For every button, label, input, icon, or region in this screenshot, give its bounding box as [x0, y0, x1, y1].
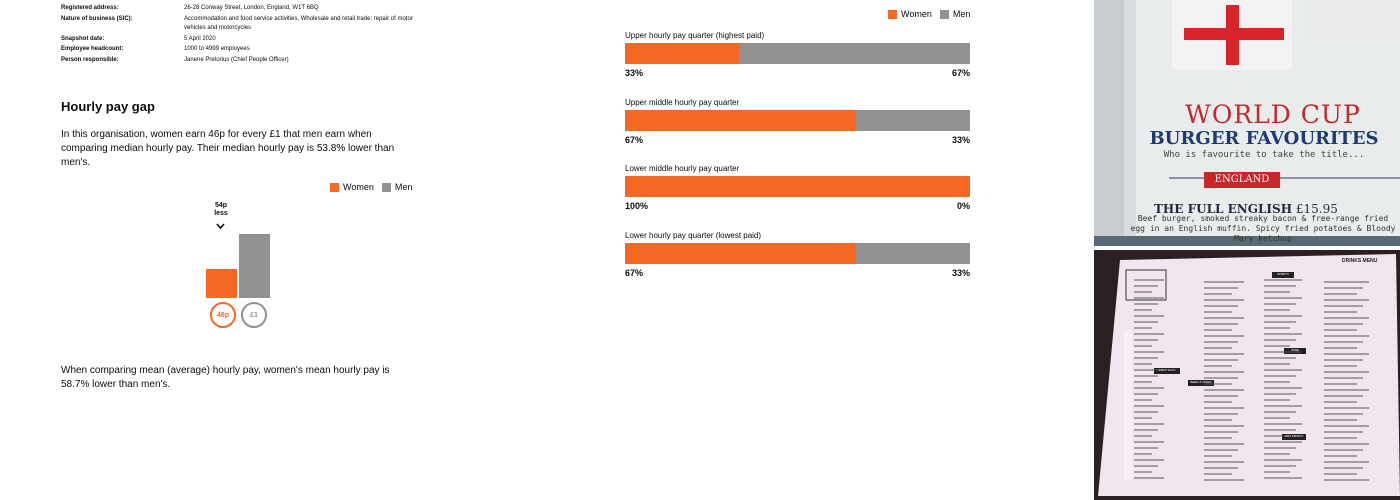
drinks-menu-lines — [1134, 279, 1369, 481]
detail-value: 26-28 Conway Street, London, England, W1… — [184, 5, 319, 11]
gap-annotation-word: less — [214, 210, 228, 217]
menu-backdrop — [1094, 0, 1400, 246]
drinks-section-hot: HOT DRINKS — [1284, 434, 1304, 438]
quarter-women-percent: 100% — [625, 201, 649, 211]
quarter-men-percent: 0% — [956, 201, 970, 211]
legend-men-label: Men — [952, 9, 971, 19]
detail-label: Nature of business (SIC): — [61, 16, 133, 22]
burger-menu-photo: WORLD CUP BURGER FAVOURITES Who is favou… — [1094, 0, 1400, 246]
quarter-bar-women — [625, 43, 739, 64]
gap-chart-legend: Women Men — [330, 182, 412, 192]
men-pay-circle: £1 — [241, 302, 267, 328]
hourly-pay-gap-heading: Hourly pay gap — [61, 99, 155, 114]
menu-item-row: THE FULL ENGLISH £15.95 — [1154, 202, 1338, 216]
quarter-bar-men — [625, 43, 970, 64]
gap-annotation-amount: 54p — [214, 202, 228, 209]
drinks-menu-photo: DRINKS MENU SPIRITS BEER & CIDER WINE HO… — [1094, 250, 1400, 500]
women-swatch — [888, 9, 897, 19]
detail-value: 1000 to 4999 employees — [184, 46, 250, 52]
menu-item-name: THE FULL ENGLISH — [1154, 202, 1293, 216]
menu-item-price: £15.95 — [1295, 202, 1338, 216]
quarter-bar-men — [625, 110, 970, 131]
detail-value: Janene Pretorius (Chief People Officer) — [184, 57, 289, 63]
pay-gap-panel: Registered address: 26-28 Conway Street,… — [0, 0, 600, 500]
men-pay-bar — [239, 234, 270, 298]
quarter-women-percent: 33% — [625, 68, 644, 78]
detail-value: 5 April 2020 — [184, 36, 216, 42]
quarter-men-percent: 33% — [951, 268, 970, 278]
drinks-menu-sheet — [1094, 250, 1400, 500]
england-badge: ENGLAND — [1204, 172, 1280, 188]
quarters-legend: Women Men — [888, 9, 970, 19]
drinks-section-wine: WINE — [1291, 348, 1299, 352]
women-swatch — [330, 182, 339, 192]
quarter-bar-men — [625, 243, 970, 264]
quarter-women-percent: 67% — [625, 268, 644, 278]
menu-title: WORLD CUP — [1185, 100, 1361, 129]
quarter-bar-men — [625, 176, 970, 197]
legend-women-label: Women — [901, 9, 932, 19]
quarter-men-percent: 33% — [951, 135, 970, 145]
drinks-section-beer: BEER & CIDER — [1190, 380, 1212, 384]
detail-value: Accommodation and food service activitie… — [184, 16, 413, 31]
quarter-men-percent: 67% — [951, 68, 970, 78]
chevron-down-icon — [216, 223, 225, 230]
detail-label: Employee headcount: — [61, 46, 124, 52]
quarter-bar-women — [625, 176, 970, 197]
quarter-label: Lower hourly pay quarter (lowest paid) — [625, 231, 762, 240]
menu-tagline: Who is favourite to take the title... — [1163, 150, 1365, 160]
legend-men-label: Men — [394, 182, 413, 192]
detail-label: Snapshot date: — [61, 36, 105, 42]
quarter-label: Upper hourly pay quarter (highest paid) — [625, 31, 765, 40]
quarter-bar-women — [625, 243, 857, 264]
quarter-label: Upper middle hourly pay quarter — [625, 98, 740, 107]
median-pay-text: In this organisation, women earn 46p for… — [61, 129, 395, 168]
men-swatch — [381, 182, 391, 192]
pay-quarters-panel: Women Men — [600, 0, 1093, 500]
drinks-section-cocktails: COCKTAILS — [1158, 368, 1176, 372]
quarter-women-percent: 67% — [625, 135, 644, 145]
menu-item-description: Beef burger, smoked streaky bacon & free… — [1130, 214, 1396, 243]
drinks-menu-header: DRINKS MENU — [1342, 258, 1378, 264]
detail-label: Person responsible: — [61, 57, 119, 63]
quarter-label: Lower middle hourly pay quarter — [625, 164, 740, 173]
legend-women-label: Women — [343, 182, 374, 192]
detail-label: Registered address: — [61, 5, 119, 11]
mean-pay-text: When comparing mean (average) hourly pay… — [61, 365, 390, 390]
quarter-bar-women — [625, 110, 857, 131]
women-pay-circle: 46p — [210, 302, 236, 328]
women-pay-bar — [206, 269, 237, 298]
gap-annotation: 54p less — [208, 202, 234, 218]
menu-subtitle: BURGER FAVOURITES — [1149, 128, 1379, 149]
men-swatch — [939, 9, 949, 19]
drinks-section-spirits: SPIRITS — [1277, 272, 1289, 276]
